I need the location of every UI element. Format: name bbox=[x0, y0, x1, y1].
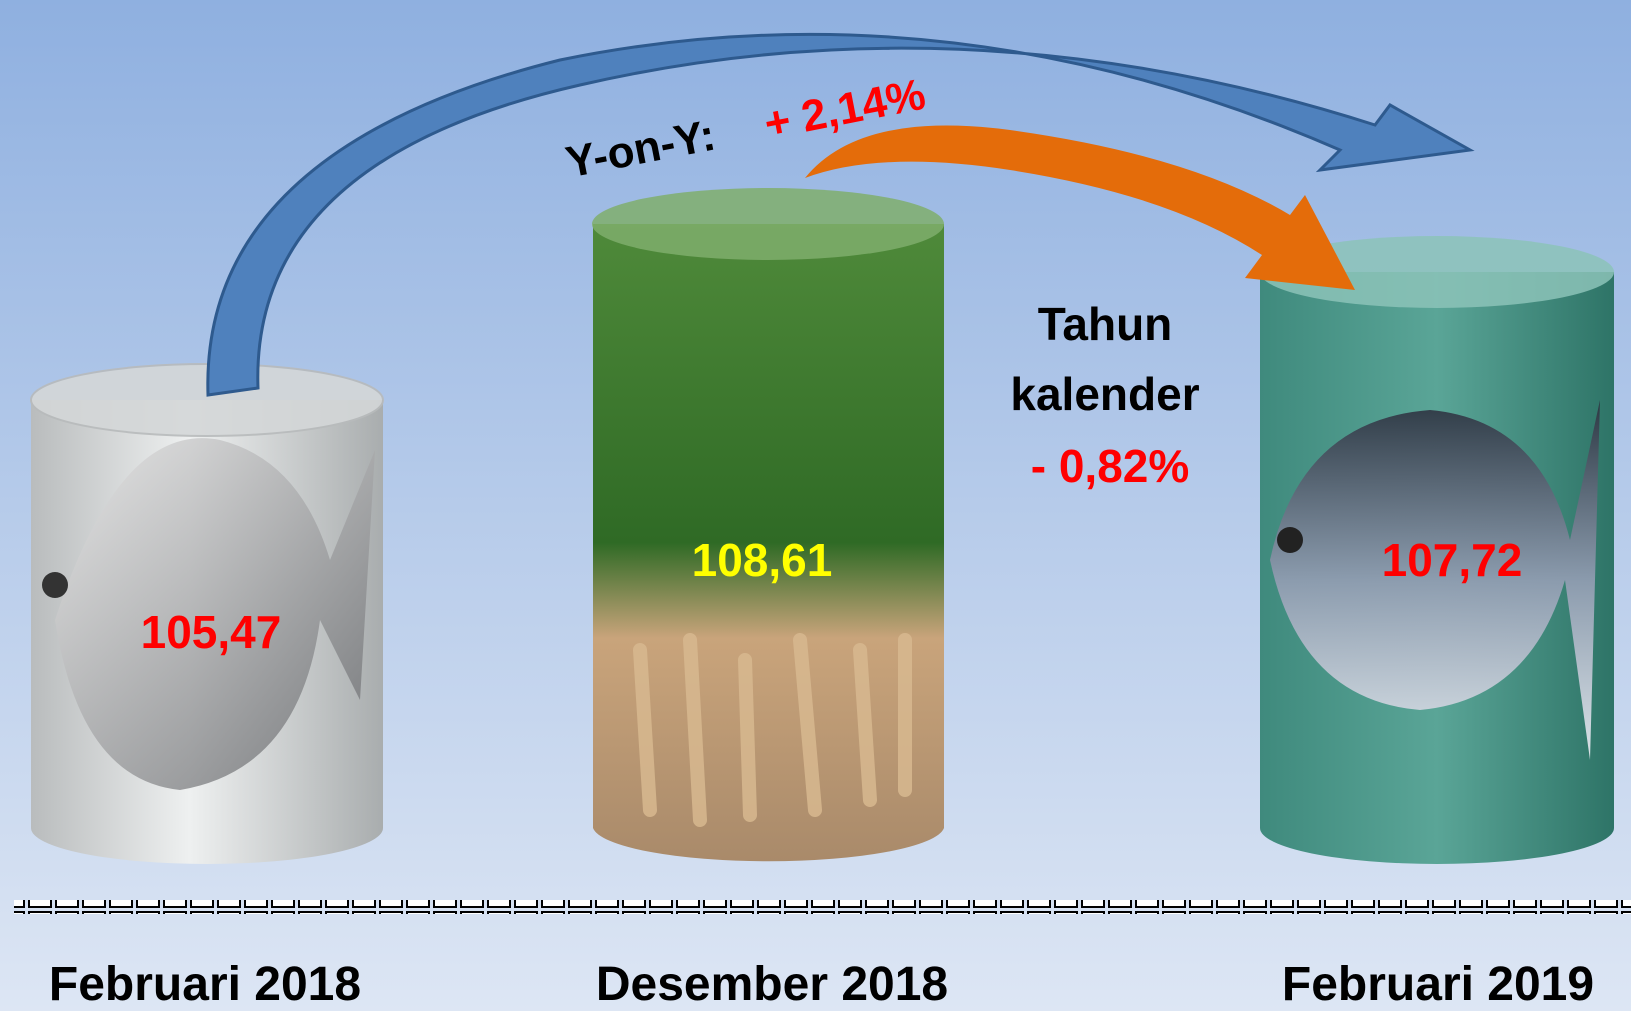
calendar-label: Tahun bbox=[1038, 298, 1173, 350]
cylinder-feb-2019 bbox=[1260, 236, 1614, 864]
calendar-label: kalender bbox=[1010, 368, 1199, 420]
calendar-arrow bbox=[805, 125, 1355, 290]
value-label: 107,72 bbox=[1382, 534, 1523, 586]
value-label: 108,61 bbox=[692, 534, 833, 586]
calendar-change: - 0,82% bbox=[1031, 440, 1190, 492]
period-label: Desember 2018 bbox=[596, 958, 948, 1011]
cylinder-dec-2018 bbox=[592, 188, 944, 862]
value-label: 105,47 bbox=[141, 606, 282, 658]
timeline bbox=[14, 900, 1631, 914]
period-label: Februari 2018 bbox=[49, 958, 361, 1011]
period-label: Februari 2019 bbox=[1282, 958, 1594, 1011]
cylinder-feb-2018 bbox=[30, 363, 384, 864]
yoy-arrow bbox=[206, 32, 1475, 397]
